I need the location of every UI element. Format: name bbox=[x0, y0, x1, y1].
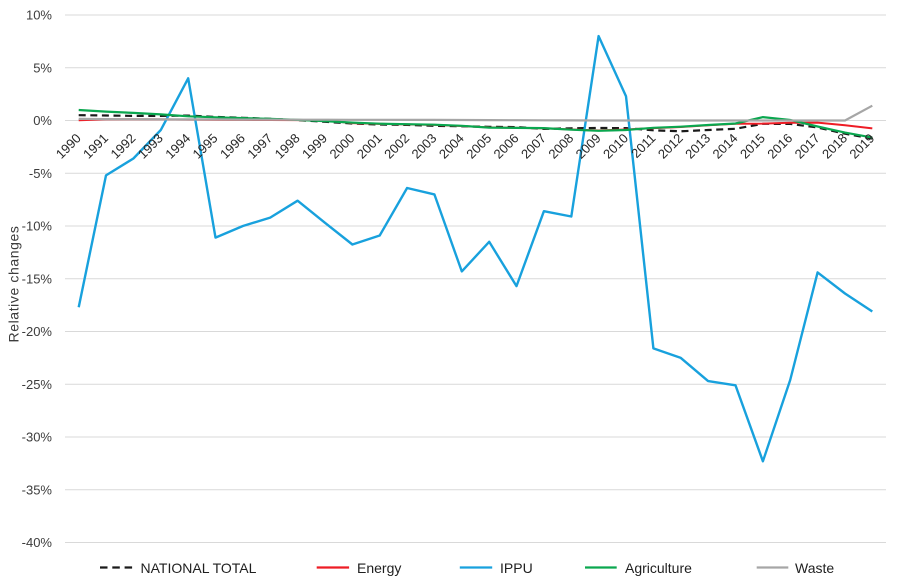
svg-text:-40%: -40% bbox=[22, 535, 53, 550]
svg-text:0%: 0% bbox=[33, 113, 52, 128]
svg-text:-25%: -25% bbox=[22, 377, 53, 392]
svg-text:IPPU: IPPU bbox=[500, 560, 533, 576]
svg-text:-15%: -15% bbox=[22, 271, 53, 286]
svg-text:Relative changes: Relative changes bbox=[6, 226, 22, 343]
svg-text:-35%: -35% bbox=[22, 482, 53, 497]
svg-text:5%: 5% bbox=[33, 61, 52, 76]
svg-text:10%: 10% bbox=[26, 8, 52, 23]
svg-text:-5%: -5% bbox=[29, 166, 53, 181]
svg-text:-20%: -20% bbox=[22, 324, 53, 339]
svg-text:-10%: -10% bbox=[22, 219, 53, 234]
svg-text:Energy: Energy bbox=[357, 560, 401, 576]
svg-text:Agriculture: Agriculture bbox=[625, 560, 692, 576]
svg-text:Waste: Waste bbox=[795, 560, 834, 576]
svg-text:NATIONAL TOTAL: NATIONAL TOTAL bbox=[141, 560, 257, 576]
svg-text:-30%: -30% bbox=[22, 430, 53, 445]
